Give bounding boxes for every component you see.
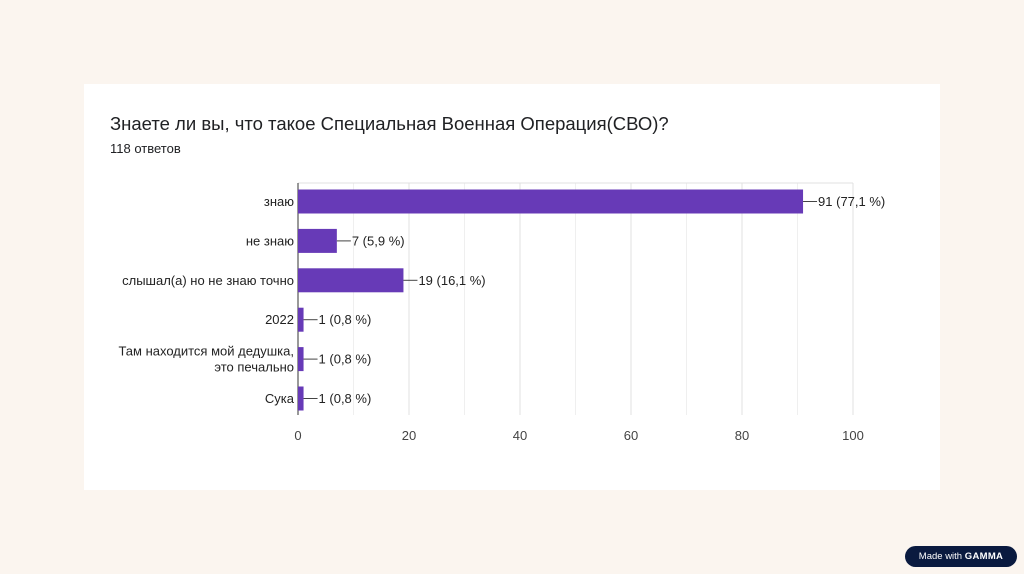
data-label: 1 (0,8 %) [319,391,372,406]
made-with-gamma-badge[interactable]: Made with GAMMA [905,546,1017,567]
category-label: знаю [264,194,294,209]
bar [298,268,404,293]
category-label: слышал(а) но не знаю точно [122,273,294,288]
bar [298,228,337,253]
category-label: это печально [214,360,294,375]
chart-title: Знаете ли вы, что такое Специальная Воен… [110,113,669,134]
x-tick-label: 100 [842,428,864,443]
x-tick-label: 40 [513,428,527,443]
data-label: 1 (0,8 %) [319,352,372,367]
bar [298,307,304,332]
x-tick-label: 0 [294,428,301,443]
data-label: 7 (5,9 %) [352,233,405,248]
category-label: не знаю [246,233,294,248]
data-label: 19 (16,1 %) [418,273,485,288]
category-label: Там находится мой дедушка, [118,344,294,359]
x-tick-label: 60 [624,428,638,443]
category-label: 2022 [265,312,294,327]
category-label: Сука [265,391,295,406]
gamma-logo: GAMMA [964,551,1004,562]
x-tick-label: 80 [735,428,749,443]
bar [298,189,804,214]
badge-prefix: Made with [918,551,963,562]
x-tick-label: 20 [402,428,416,443]
data-label: 1 (0,8 %) [319,312,372,327]
bar [298,386,304,411]
response-count: 118 ответов [110,141,181,156]
bar [298,347,304,372]
data-label: 91 (77,1 %) [818,194,885,209]
